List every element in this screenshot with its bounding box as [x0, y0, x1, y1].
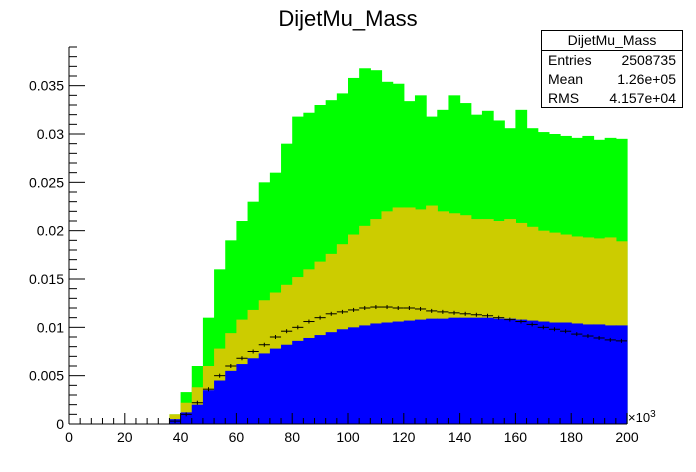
stats-value: 2508735: [621, 52, 676, 68]
histogram-bar: [493, 318, 505, 424]
histogram-bar: [214, 380, 226, 424]
histogram-bar: [615, 325, 628, 424]
histogram-bar: [426, 318, 438, 424]
histogram-bar: [292, 340, 304, 424]
stats-value: 1.26e+05: [617, 71, 676, 87]
stats-key: Mean: [548, 71, 584, 87]
x-tick-label: 120: [392, 429, 416, 445]
x-tick-label: 60: [229, 429, 245, 445]
x-tick-label: 100: [336, 429, 360, 445]
histogram-bar: [403, 207, 416, 424]
histogram-bar: [381, 211, 394, 424]
stats-value: 4.157e+04: [609, 90, 676, 106]
histogram-bar: [214, 269, 226, 424]
histogram-bar: [359, 225, 371, 424]
histogram-bar: [537, 321, 550, 424]
histogram-bar: [314, 335, 327, 424]
histogram-bar: [426, 205, 438, 424]
histogram-bar: [381, 322, 394, 424]
histogram-bar: [348, 327, 360, 424]
stats-row-entries: Entries 2508735: [542, 51, 682, 70]
histogram-bar: [392, 321, 405, 424]
y-tick-label: 0.03: [37, 126, 64, 142]
y-tick-label: 0.015: [29, 271, 64, 287]
histogram-bar: [526, 320, 539, 424]
stats-key: RMS: [548, 90, 580, 106]
histogram-bar: [202, 390, 215, 424]
histogram-bar: [370, 219, 383, 424]
stats-box: DijetMu_Mass Entries 2508735 Mean 1.26e+…: [541, 30, 683, 108]
histogram-bar: [225, 240, 237, 424]
x-tick-label: 200: [615, 429, 639, 445]
histogram-bar: [481, 317, 494, 424]
histogram-bar: [180, 412, 193, 424]
histogram-bar: [292, 116, 304, 424]
y-tick-label: 0.005: [29, 368, 64, 384]
stats-row-rms: RMS 4.157e+04: [542, 89, 682, 108]
histogram-bar: [359, 325, 371, 424]
histogram-bar: [470, 317, 483, 424]
stats-key: Entries: [548, 52, 592, 68]
stats-row-mean: Mean 1.26e+05: [542, 70, 682, 89]
histogram-bar: [303, 112, 316, 424]
y-tick-label: 0.035: [29, 78, 64, 94]
stats-box-header: DijetMu_Mass: [542, 31, 682, 51]
histogram-bar: [571, 323, 583, 424]
histogram-bar: [258, 353, 271, 424]
histogram-bar: [448, 317, 461, 424]
histogram-bar: [604, 325, 617, 424]
x-tick-label: 180: [560, 429, 584, 445]
x-tick-label: 40: [173, 429, 189, 445]
x-tick-label: 80: [284, 429, 300, 445]
histogram-bar: [247, 358, 260, 424]
histogram-bar: [414, 319, 427, 424]
histogram-bar: [370, 323, 383, 424]
histogram-bar: [504, 318, 516, 424]
histogram-bar: [582, 324, 595, 424]
histogram-bar: [515, 319, 528, 424]
y-tick-label: 0.02: [37, 223, 64, 239]
x-tick-label: 20: [117, 429, 133, 445]
histogram-bar: [459, 317, 472, 424]
histogram-bar: [392, 207, 405, 424]
histogram-bar: [225, 370, 237, 424]
x-tick-label: 160: [504, 429, 528, 445]
histogram-bar: [414, 209, 427, 424]
y-tick-label: 0.025: [29, 174, 64, 190]
y-tick-label: 0: [56, 416, 64, 432]
x-axis-multiplier: ×103: [628, 409, 656, 425]
x-tick-label: 140: [448, 429, 472, 445]
chart-title: DijetMu_Mass: [278, 6, 418, 31]
histogram-bar: [303, 337, 316, 424]
histogram-bar: [236, 364, 249, 424]
histogram-bar: [437, 211, 450, 424]
histogram-bar: [403, 320, 416, 424]
histogram-bar: [191, 404, 204, 424]
histogram-bar: [269, 348, 282, 424]
histogram-bar: [325, 332, 338, 424]
x-tick-label: 0: [65, 429, 73, 445]
histogram-bar: [560, 322, 572, 424]
histogram-bar: [548, 322, 561, 424]
histogram-bar: [437, 318, 450, 424]
histogram-bar: [281, 344, 293, 424]
y-tick-label: 0.01: [37, 319, 64, 335]
histogram-bar: [336, 329, 349, 424]
histogram-bar: [593, 324, 606, 424]
histogram-bar: [281, 143, 293, 424]
